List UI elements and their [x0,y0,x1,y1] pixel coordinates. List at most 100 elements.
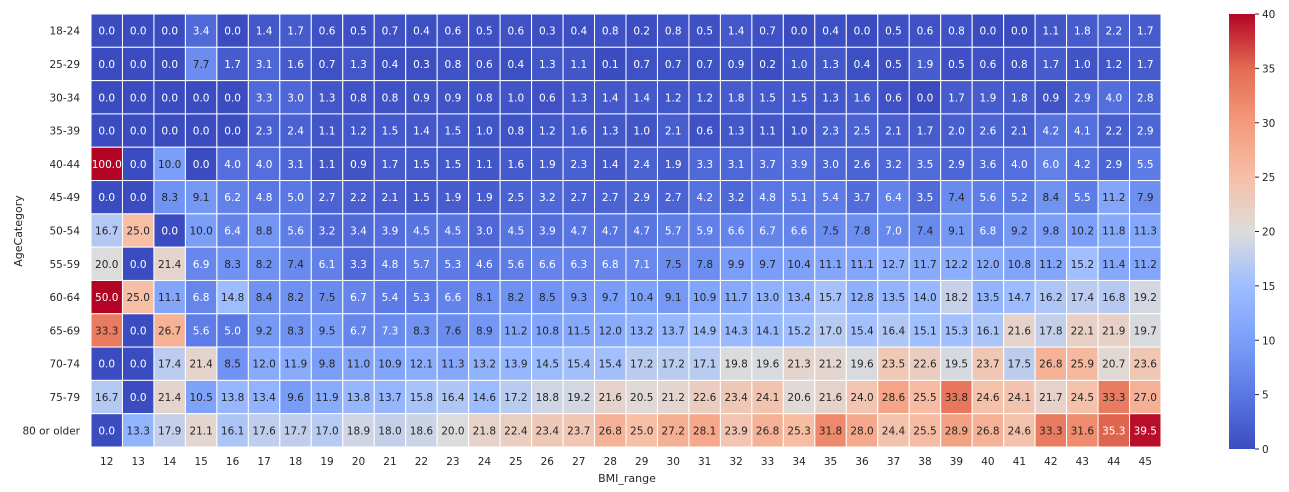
cell-value-label: 21.8 [473,425,496,437]
cell-value-label: 13.9 [504,359,527,371]
cell-value-label: 1.0 [508,92,525,104]
cell-value-label: 0.0 [161,26,178,38]
heatmap-cell [90,379,123,415]
cell-value-label: 8.3 [287,325,304,337]
heatmap-cell [499,146,533,182]
cell-value-label: 18.6 [410,425,434,437]
cell-value-label: 16.4 [441,392,465,404]
cell-value-label: 19.7 [1134,325,1157,337]
heatmap-cell [342,146,375,182]
cell-value-label: 7.5 [319,292,336,304]
cell-value-label: 10.8 [1008,259,1031,271]
cell-value-label: 2.3 [256,126,273,138]
heatmap-cell [279,346,312,381]
heatmap-cell [90,13,123,48]
heatmap-cell [184,213,218,248]
heatmap-cell [971,80,1005,115]
heatmap-cell [373,313,407,348]
cell-value-label: 2.7 [319,192,336,204]
heatmap-cell [310,180,344,215]
cell-value-label: 8.4 [256,292,273,304]
heatmap-cell [1034,213,1068,248]
cell-value-label: 3.2 [728,192,745,204]
heatmap-cell [1034,413,1068,448]
x-tick-label: 19 [320,456,333,468]
cell-value-label: 1.3 [728,126,745,138]
cell-value-label: 0.0 [130,392,147,404]
cell-value-label: 39.5 [1134,425,1157,437]
cell-value-label: 5.7 [665,226,682,238]
heatmap-cell [153,413,186,448]
cell-value-label: 26.8 [1039,359,1062,371]
cell-value-label: 4.1 [1074,126,1091,138]
heatmap-cell [1129,113,1162,148]
cell-value-label: 11.1 [819,259,842,271]
heatmap-cell [1129,313,1162,348]
heatmap-cell [342,246,375,281]
cell-value-label: 7.8 [854,226,871,238]
cell-value-label: 1.8 [1074,26,1091,38]
heatmap-cell [468,246,501,281]
heatmap-cell [279,80,312,115]
cell-value-label: 8.3 [224,259,241,271]
heatmap-cell [562,46,596,82]
colorbar-tick-label: 15 [1262,281,1275,293]
cell-value-label: 1.5 [445,126,462,138]
cell-value-label: 1.2 [696,92,713,104]
cell-value-label: 25.9 [1071,359,1094,371]
cell-value-label: 6.7 [759,226,776,238]
heatmap-cell [877,279,910,315]
cell-value-label: 5.6 [193,325,210,337]
x-axis-label: BMI_range [598,472,656,485]
cell-value-label: 1.4 [602,92,619,104]
x-tick-label: 17 [257,456,270,468]
cell-value-label: 0.0 [193,159,210,171]
heatmap-cell [184,379,218,415]
y-tick-label: 18-24 [49,26,80,38]
cell-value-label: 20.0 [441,425,464,437]
cell-value-label: 4.2 [696,192,713,204]
cell-value-label: 11.2 [1102,192,1125,204]
cell-value-label: 21.6 [819,392,843,404]
cell-value-label: 0.0 [130,192,147,204]
cell-value-label: 23.9 [724,425,747,437]
cell-value-label: 20.7 [1102,359,1125,371]
heatmap-cell [531,379,564,415]
cell-value-label: 15.8 [410,392,433,404]
heatmap-cell [751,46,784,82]
heatmap-cell [782,213,816,248]
cell-value-label: 7.9 [1137,192,1154,204]
heatmap-cell [845,146,879,182]
heatmap-cell [90,246,123,281]
cell-value-label: 6.6 [791,226,808,238]
cell-value-label: 8.8 [256,226,273,238]
cell-value-label: 13.2 [630,325,653,337]
x-tick-label: 13 [132,456,145,468]
colorbar-tick-label: 0 [1262,444,1269,456]
cell-value-label: 17.5 [1008,359,1031,371]
heatmap-cell [719,180,753,215]
colorbar-tick-label: 30 [1262,118,1275,130]
cell-value-label: 3.7 [854,192,871,204]
cell-value-label: 27.0 [1134,392,1157,404]
cell-value-label: 2.3 [822,126,839,138]
cell-value-label: 9.3 [570,292,587,304]
cell-value-label: 15.4 [567,359,591,371]
x-tick-label: 30 [667,456,680,468]
heatmap-cell [656,279,690,315]
x-tick-label: 43 [1076,456,1089,468]
cell-value-label: 1.9 [445,192,462,204]
cell-value-label: 6.8 [602,259,619,271]
heatmap-cell [405,180,438,215]
heatmap-cell [436,313,470,348]
cell-value-label: 21.4 [189,359,213,371]
cell-value-label: 21.4 [158,392,182,404]
cell-value-label: 5.6 [508,259,525,271]
cell-value-label: 5.2 [1011,192,1028,204]
cell-value-label: 0.6 [508,26,525,38]
heatmap-cell [1034,80,1068,115]
heatmap-cell [782,346,816,381]
heatmap-cell [845,246,879,281]
cell-value-label: 12.0 [252,359,275,371]
cell-value-label: 8.2 [287,292,304,304]
